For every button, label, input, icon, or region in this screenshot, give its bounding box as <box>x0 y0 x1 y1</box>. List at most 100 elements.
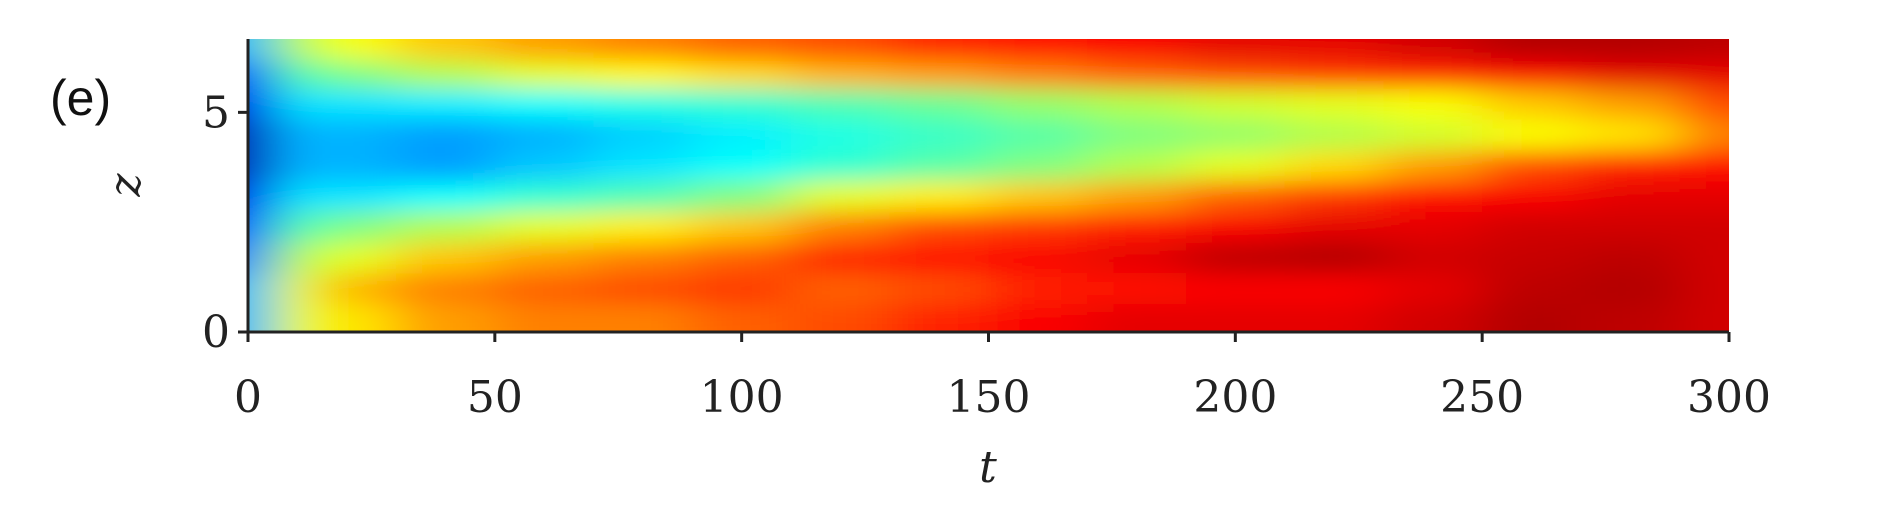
heat-cell <box>889 118 989 151</box>
heat-cell <box>692 180 792 212</box>
plot-area <box>248 39 1729 332</box>
x-tick-label: 200 <box>1193 372 1277 423</box>
heat-cell <box>1284 59 1384 89</box>
heat-cell <box>1185 88 1286 120</box>
heat-cell <box>248 272 274 304</box>
heat-cell <box>272 88 323 120</box>
heat-cell <box>988 211 1088 243</box>
heat-cell <box>692 241 792 274</box>
heat-cell <box>248 88 274 120</box>
heat-cell <box>988 241 1088 274</box>
heat-cell <box>889 211 989 243</box>
heat-cell <box>1580 88 1681 120</box>
heat-cell <box>1580 241 1681 274</box>
heat-cell <box>988 39 1088 61</box>
heat-cell <box>494 241 595 274</box>
heat-cell <box>248 39 274 61</box>
heat-cell <box>1185 272 1286 304</box>
heat-cell <box>593 303 693 332</box>
heat-cell <box>1383 118 1483 151</box>
heat-cell <box>1087 180 1187 212</box>
heat-cell <box>988 180 1088 212</box>
heat-cell <box>593 39 693 61</box>
heat-cell <box>1383 272 1483 304</box>
heat-cell <box>1482 59 1582 89</box>
heat-cell <box>322 241 397 274</box>
heat-cell <box>593 241 693 274</box>
heat-cell <box>1284 180 1384 212</box>
heat-cell <box>889 272 989 304</box>
heat-cell <box>791 39 891 61</box>
heat-cell <box>248 241 274 274</box>
heat-cell <box>396 149 496 181</box>
heat-cell <box>322 211 397 243</box>
heat-cell <box>272 59 323 89</box>
y-tick-label: 0 <box>202 307 230 358</box>
heat-cell <box>692 88 792 120</box>
heat-cell <box>1679 39 1729 61</box>
heat-cell <box>692 149 792 181</box>
heat-cell <box>1383 88 1483 120</box>
heat-cell <box>889 39 989 61</box>
heat-cell <box>1482 118 1582 151</box>
heat-cell <box>1087 118 1187 151</box>
y-tick-label: 5 <box>202 87 230 138</box>
heat-cell <box>1679 272 1729 304</box>
heat-cell <box>692 118 792 151</box>
heat-cell <box>593 211 693 243</box>
heat-cell <box>1383 149 1483 181</box>
heat-cell <box>494 180 595 212</box>
heat-cell <box>1482 180 1582 212</box>
heat-cell <box>272 118 323 151</box>
panel-label: (e) <box>50 70 111 126</box>
heat-cell <box>1284 241 1384 274</box>
heat-cell <box>1679 88 1729 120</box>
heat-cell <box>1482 303 1582 332</box>
heat-cell <box>1087 211 1187 243</box>
heat-cell <box>322 59 397 89</box>
heat-cell <box>1679 303 1729 332</box>
heat-cell <box>322 180 397 212</box>
heat-cell <box>494 88 595 120</box>
heat-cell <box>1580 180 1681 212</box>
heat-cell <box>889 149 989 181</box>
heat-cell <box>1185 211 1286 243</box>
heat-cell <box>889 88 989 120</box>
heat-cell <box>396 211 496 243</box>
heat-cell <box>396 180 496 212</box>
heat-cell <box>692 211 792 243</box>
heat-cell <box>593 59 693 89</box>
heat-cell <box>1185 149 1286 181</box>
heat-cell <box>889 59 989 89</box>
heat-cell <box>988 303 1088 332</box>
heat-cell <box>494 149 595 181</box>
heat-cell <box>1284 39 1384 61</box>
heat-cell <box>1679 211 1729 243</box>
heat-cell <box>1185 303 1286 332</box>
heat-cell <box>1185 241 1286 274</box>
heat-cell <box>791 303 891 332</box>
heat-cell <box>272 39 323 61</box>
heat-cell <box>248 211 274 243</box>
heat-cell <box>1580 272 1681 304</box>
axes: 0 50 100 150 200 250 300 0 5 <box>202 39 1771 423</box>
heat-cell <box>248 59 274 89</box>
heat-cell <box>1087 59 1187 89</box>
heat-cell <box>791 59 891 89</box>
x-axis-label: t <box>979 442 997 493</box>
heat-cell <box>396 241 496 274</box>
heat-cell <box>1284 149 1384 181</box>
heat-cell <box>593 88 693 120</box>
x-tick-label: 300 <box>1687 372 1771 423</box>
heat-cell <box>593 149 693 181</box>
heat-cell <box>494 118 595 151</box>
heat-cell <box>988 272 1088 304</box>
heat-cell <box>1284 303 1384 332</box>
heat-cell <box>1482 149 1582 181</box>
heat-cell <box>1284 272 1384 304</box>
heatmap <box>248 39 1729 332</box>
heat-cell <box>1383 211 1483 243</box>
x-tick-label: 50 <box>467 372 523 423</box>
heat-cell <box>1679 118 1729 151</box>
